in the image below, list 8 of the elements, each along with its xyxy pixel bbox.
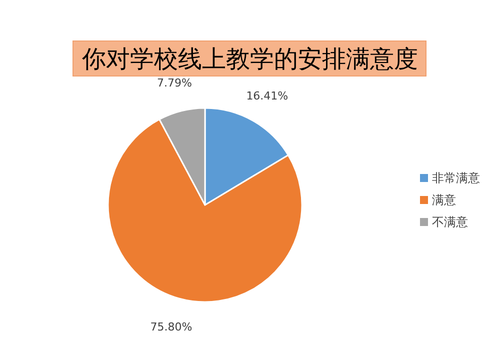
title: 你对学校线上教学的安排满意度	[72, 40, 426, 76]
data-label: 7.79%	[156, 76, 192, 90]
chart-title: 你对学校线上教学的安排满意度	[81, 45, 418, 73]
legend-label: 不满意	[432, 215, 468, 229]
legend-label: 非常满意	[432, 171, 480, 185]
data-label: 75.80%	[150, 320, 192, 334]
data-label: 16.41%	[246, 89, 288, 102]
legend-label: 满意	[432, 193, 456, 207]
